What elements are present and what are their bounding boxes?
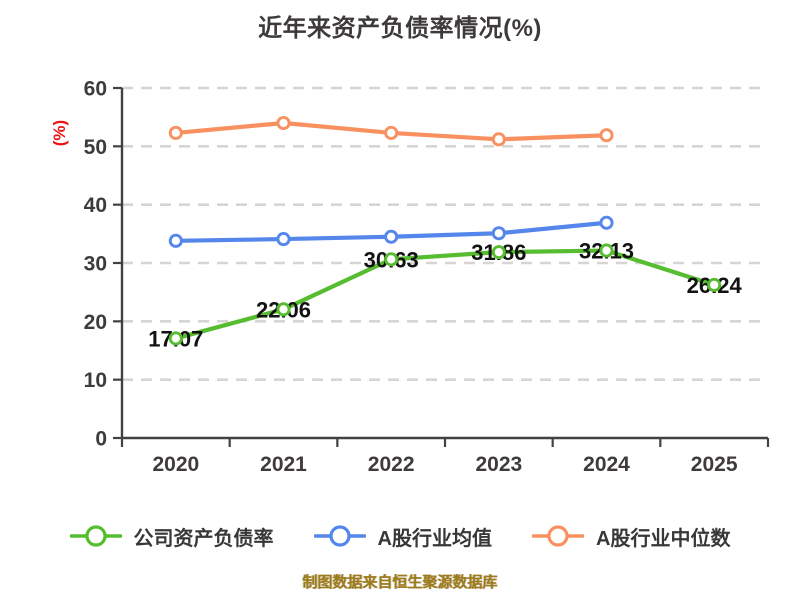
x-tick-label-2023: 2023 <box>475 453 522 476</box>
data-point-A股行业中位数-2020 <box>168 125 183 140</box>
legend-label-industry-mean: A股行业均值 <box>377 527 492 550</box>
data-source-note: 制图数据来自恒生聚源数据库 <box>302 574 498 591</box>
y-tick-label-60: 60 <box>84 78 107 101</box>
legend-marker-industry-mean-icon <box>313 525 366 547</box>
x-tick-label-2024: 2024 <box>583 453 630 476</box>
data-point-公司资产负债率-2023 <box>491 245 506 260</box>
data-point-A股行业均值-2024 <box>599 215 614 230</box>
x-tick-label-2021: 2021 <box>260 453 307 476</box>
data-point-A股行业中位数-2022 <box>384 125 399 140</box>
legend-marker-industry-median-icon <box>532 525 584 547</box>
y-tick-label-40: 40 <box>84 194 107 217</box>
x-tick-label-2022: 2022 <box>368 453 415 476</box>
y-tick-label-30: 30 <box>84 253 107 276</box>
y-tick-label-50: 50 <box>84 136 107 159</box>
data-point-公司资产负债率-2020 <box>168 331 183 346</box>
data-point-A股行业均值-2020 <box>168 233 183 248</box>
x-tick-label-2025: 2025 <box>691 453 738 476</box>
data-point-公司资产负债率-2022 <box>384 252 399 267</box>
data-point-公司资产负债率-2024 <box>599 243 614 258</box>
chart-title: 近年来资产负债率情况(%) <box>258 15 542 42</box>
y-tick-label-20: 20 <box>84 311 107 334</box>
legend: 公司资产负债率 A股行业均值 A股行业中位数 <box>0 517 800 555</box>
data-point-公司资产负债率-2025 <box>707 277 722 292</box>
legend-item-industry-mean: A股行业均值 <box>313 522 492 551</box>
legend-marker-company-icon <box>69 525 122 547</box>
legend-label-industry-median: A股行业中位数 <box>596 527 731 550</box>
data-point-A股行业中位数-2024 <box>599 128 614 143</box>
data-point-A股行业均值-2023 <box>491 226 506 241</box>
data-point-A股行业中位数-2023 <box>491 132 506 147</box>
data-point-A股行业中位数-2021 <box>276 115 291 131</box>
y-tick-label-0: 0 <box>95 428 107 451</box>
legend-item-industry-median: A股行业中位数 <box>532 522 730 551</box>
y-tick-label-10: 10 <box>84 369 107 392</box>
legend-label-company-ratio: 公司资产负债率 <box>133 527 274 550</box>
data-point-A股行业均值-2021 <box>276 232 291 247</box>
data-point-A股行业均值-2022 <box>384 229 399 244</box>
data-point-公司资产负债率-2021 <box>276 302 291 317</box>
x-tick-label-2020: 2020 <box>152 453 199 476</box>
series-line-公司资产负债率 <box>173 248 717 341</box>
legend-item-company-ratio: 公司资产负债率 <box>69 522 274 551</box>
